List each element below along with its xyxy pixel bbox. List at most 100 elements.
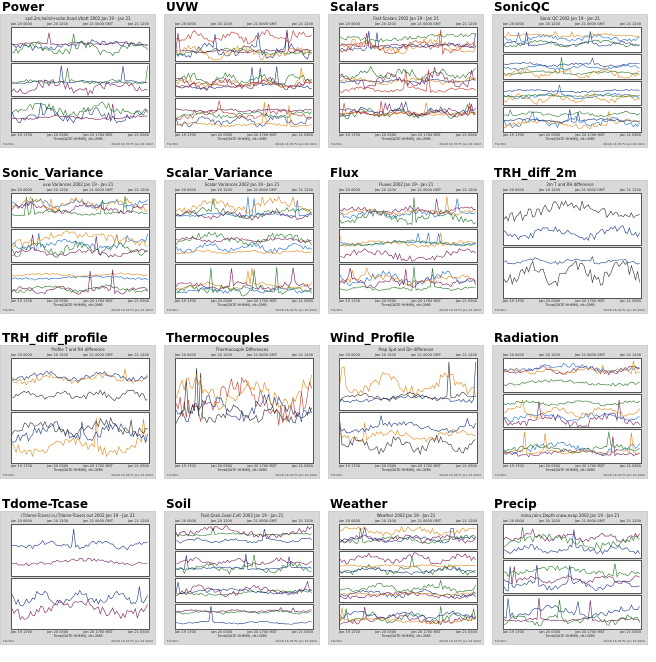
top-tick-label: Jan 21 0000 GMT [411, 353, 441, 357]
plot-thumbnail-precip[interactable]: Precip raina,rainr,Depth.snow,evap 2002 J… [492, 497, 656, 662]
data-trace [504, 226, 640, 240]
plot-thumbnail-sonicqc[interactable]: SonicQC Sonic QC 2002 Jan 19 - Jan 21 Jan … [492, 0, 656, 165]
top-tick-label: Jan 21 1200 [127, 353, 149, 357]
y-axis-label [494, 27, 502, 51]
data-panel [503, 53, 642, 80]
x-axis-title: Time(DATE HHMM), dt=2MB [217, 303, 267, 307]
data-trace [176, 267, 312, 296]
bottom-time-axis: Jan 19 1700 Jan 20 0500 Jan 20 1700 MST Jan… [175, 630, 313, 634]
plot-thumbnail-scalar-variance[interactable]: Scalar_Variance Scalar Variances 2002 Jan… [164, 166, 328, 331]
plot-link-title[interactable]: Wind_Profile [330, 331, 415, 345]
data-panel [11, 524, 150, 577]
y-axis-label [166, 63, 174, 96]
plot-heading: (Tdome-Tcase).in,(Tdome-Tcase).out 2002 … [21, 513, 135, 518]
data-trace [504, 380, 640, 387]
panel-traces [176, 579, 313, 603]
plot-thumbnail-trh-diff-profile[interactable]: TRH_diff_profile Profile T and RH differe… [0, 331, 164, 496]
x-axis-title: Time(DATE HHMM), dt=2MB [381, 468, 431, 472]
plot-footer: FLUX01 NCAR 16:34 Fri Jan 22 2002 [495, 474, 645, 477]
data-trace [176, 72, 312, 85]
plot-thumbnail-thermocouples[interactable]: Thermocouples Thermocouple Differences Jan… [164, 331, 328, 496]
bottom-time-axis: Jan 19 1700 Jan 20 0500 Jan 20 1700 MST Jan… [339, 464, 477, 468]
plot-link-title[interactable]: Thermocouples [166, 331, 270, 345]
bottom-tick-label: Jan 19 1700 [11, 464, 32, 468]
data-trace [504, 33, 640, 42]
plot-thumbnail-scalars[interactable]: Scalars Fast Scalars 2002 Jan 19 - Jan 21… [328, 0, 492, 165]
top-tick-label: Jan 20 1200 [539, 22, 560, 26]
bottom-tick-label: Jan 21 0500 [128, 630, 149, 634]
bottom-tick-label: Jan 20 1700 MST [83, 630, 113, 634]
y-axis-label [166, 229, 174, 262]
plot-thumbnail-uvw[interactable]: UVW Jan 20 0000 Jan 20 1200 Jan 21 0000 GMT… [164, 0, 328, 165]
plot-link-title[interactable]: Scalar_Variance [166, 166, 273, 180]
y-axis-label [2, 98, 10, 131]
footer-right: NCAR 16:34 Fri Jan 22 2002 [603, 142, 645, 146]
panel-traces [340, 99, 477, 132]
panel-traces [340, 579, 477, 603]
plot-link-title[interactable]: Weather [330, 497, 388, 511]
bottom-tick-label: Jan 19 1700 [175, 464, 196, 468]
bottom-tick-label: Jan 20 1700 MST [575, 464, 605, 468]
y-axis-label [166, 358, 174, 462]
bottom-tick-label: Jan 20 1700 MST [247, 630, 277, 634]
plot-thumbnail-weather[interactable]: Weather Weather 2002 Jan 19 - Jan 21 Jan 2… [328, 497, 492, 662]
data-trace [340, 526, 476, 535]
plot-thumbnail-sonic-variance[interactable]: Sonic_Variance uvw Variances 2002 Jan 19 … [0, 166, 164, 331]
top-tick-label: Jan 21 1200 [127, 22, 149, 26]
bottom-tick-label: Jan 20 1700 MST [575, 133, 605, 137]
data-trace [176, 101, 312, 120]
data-panel [339, 358, 478, 411]
footer-right: NCAR 16:34 Fri Jan 22 2002 [603, 639, 645, 643]
data-panel [175, 193, 314, 228]
plot-link-title[interactable]: Scalars [330, 0, 380, 14]
plot-link-title[interactable]: Tdome-Tcase [2, 497, 88, 511]
y-axis-label [330, 98, 338, 131]
bottom-tick-label: Jan 21 0500 [456, 299, 477, 303]
top-tick-label: Jan 21 1200 [291, 22, 313, 26]
data-panel [175, 550, 314, 577]
plot-link-title[interactable]: Flux [330, 166, 359, 180]
data-trace [176, 232, 312, 245]
y-axis-label [166, 604, 174, 628]
panel-traces [504, 55, 641, 79]
plot-thumbnail-radiation[interactable]: Radiation Jan 20 0000 Jan 20 1200 Jan 21 00… [492, 331, 656, 496]
plot-link-title[interactable]: SonicQC [494, 0, 550, 14]
data-panel [339, 524, 478, 550]
data-trace [340, 422, 476, 454]
plot-thumbnail-trh-diff-2m[interactable]: TRH_diff_2m 2m T and RH difference Jan 20 … [492, 166, 656, 331]
plot-link-title[interactable]: Radiation [494, 331, 559, 345]
footer-left: FLUX01 [331, 473, 343, 477]
data-panel [339, 27, 478, 62]
top-tick-label: Jan 21 1200 [455, 353, 477, 357]
top-tick-label: Jan 20 1200 [211, 22, 232, 26]
data-trace [340, 69, 476, 92]
top-tick-label: Jan 21 1200 [291, 188, 313, 192]
plot-link-title[interactable]: Power [2, 0, 45, 14]
data-trace [176, 287, 312, 294]
top-tick-label: Jan 21 1200 [619, 353, 641, 357]
bottom-tick-label: Jan 21 0500 [620, 299, 641, 303]
bottom-tick-label: Jan 21 0500 [128, 464, 149, 468]
plot-link-title[interactable]: TRH_diff_2m [494, 166, 577, 180]
plot-thumbnail-tdome-tcase[interactable]: Tdome-Tcase (Tdome-Tcase).in,(Tdome-Tcase… [0, 497, 164, 662]
plot-footer: FLUX01 NCAR 16:34 Fri Jan 22 2002 [331, 309, 481, 312]
plot-thumbnail-flux[interactable]: Flux Fluxes 2002 Jan 19 - Jan 21 Jan 20 00… [328, 166, 492, 331]
data-panel [175, 577, 314, 604]
plot-link-title[interactable]: Sonic_Variance [2, 166, 104, 180]
footer-left: FLUX01 [331, 142, 343, 146]
panel-traces [340, 230, 477, 263]
top-tick-label: Jan 21 1200 [455, 519, 477, 523]
bottom-tick-label: Jan 20 0500 [375, 464, 397, 468]
plot-image: Fluxes 2002 Jan 19 - Jan 21 Jan 20 0000 Ja… [328, 180, 484, 314]
plot-link-title[interactable]: TRH_diff_profile [2, 331, 108, 345]
plot-link-title[interactable]: Soil [166, 497, 192, 511]
panel-traces [12, 64, 149, 97]
data-trace [12, 417, 148, 456]
y-axis-label [494, 358, 502, 391]
plot-thumbnail-wind-profile[interactable]: Wind_Profile Prop Spd and Dir difference J… [328, 331, 492, 496]
plot-link-title[interactable]: Precip [494, 497, 537, 511]
plot-link-title[interactable]: UVW [166, 0, 199, 14]
plot-thumbnail-power[interactable]: Power spd.2m,twind+solar,Iload,Vbatt 2002… [0, 0, 164, 165]
panel-traces [12, 230, 149, 263]
plot-thumbnail-soil[interactable]: Soil Tsoil,Qsoil,Gsoil,Cvfc 2002 Jan 19 -… [164, 497, 328, 662]
